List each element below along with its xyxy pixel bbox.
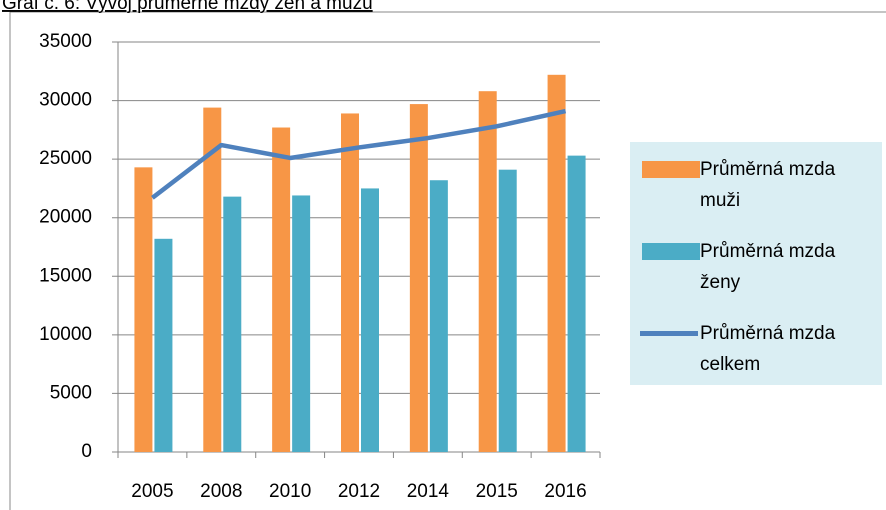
y-tick-label: 30000: [39, 90, 92, 111]
y-tick-label: 35000: [39, 31, 92, 52]
legend-entry: Průměrná mzda celkem: [630, 318, 882, 388]
bar: [361, 188, 379, 452]
y-tick-label: 10000: [39, 324, 92, 345]
legend-swatch: [642, 243, 700, 260]
y-tick-label: 25000: [39, 148, 92, 169]
chart-title: Graf č. 6: Vývoj průměrné mzdy žen a muž…: [2, 0, 373, 14]
legend-entry: Průměrná mzda ženy: [630, 236, 882, 306]
legend-swatch: [640, 331, 698, 336]
y-tick-label: 15000: [39, 265, 92, 286]
bar: [498, 169, 517, 452]
x-tick-label: 2012: [338, 481, 380, 502]
bar: [203, 107, 222, 452]
x-tick-label: 2016: [544, 481, 586, 502]
bar: [272, 127, 291, 452]
bar: [478, 91, 497, 452]
legend: Průměrná mzda muži Průměrná mzda ženy Prům…: [630, 142, 882, 385]
legend-label: Průměrná mzda muži: [700, 159, 836, 211]
bar: [134, 167, 153, 453]
legend-label: Průměrná mzda ženy: [700, 241, 836, 293]
x-tick-label: 2015: [476, 481, 518, 502]
y-tick-label: 20000: [39, 207, 92, 228]
bar: [341, 113, 359, 452]
bar: [567, 155, 586, 452]
x-tick-label: 2014: [407, 481, 450, 502]
legend-swatch: [642, 161, 700, 178]
y-tick-label: 0: [81, 441, 92, 462]
bar: [547, 74, 566, 453]
x-tick-label: 2008: [200, 481, 242, 502]
bar: [154, 238, 173, 452]
x-tick-label: 2010: [269, 481, 311, 502]
legend-entry: Průměrná mzda muži: [630, 154, 882, 224]
bar: [429, 180, 448, 452]
y-tick-label: 5000: [50, 382, 92, 403]
x-tick-label: 2005: [131, 481, 173, 502]
bar: [292, 195, 311, 452]
bar: [223, 196, 242, 452]
line-series: [151, 108, 567, 200]
bar: [409, 104, 428, 452]
legend-label: Průměrná mzda celkem: [700, 323, 836, 375]
